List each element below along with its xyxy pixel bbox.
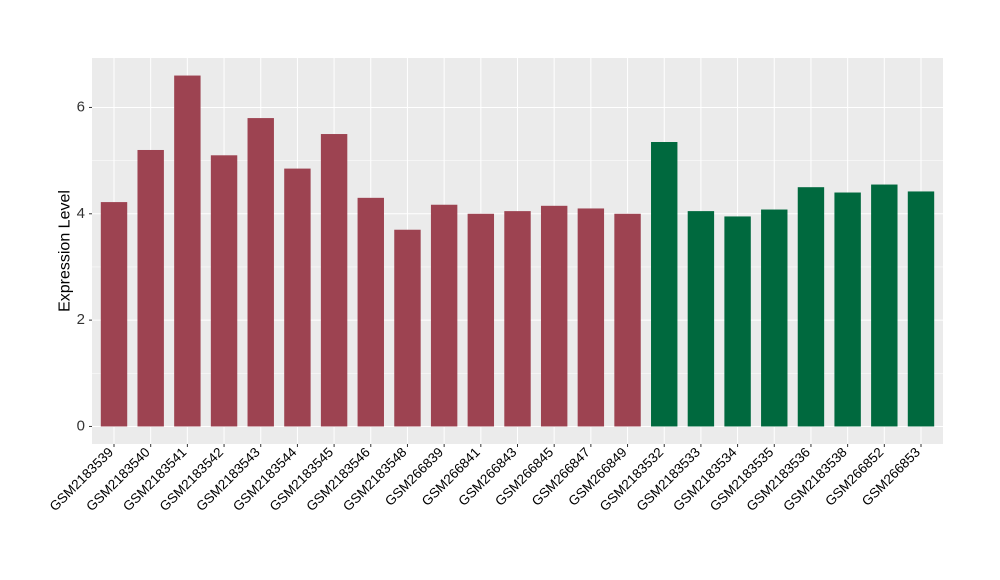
svg-text:Expression Level: Expression Level bbox=[57, 190, 74, 312]
svg-text:2: 2 bbox=[77, 311, 85, 328]
svg-text:GSM2183544: GSM2183544 bbox=[230, 444, 300, 514]
svg-text:4: 4 bbox=[77, 205, 85, 222]
svg-text:GSM2183534: GSM2183534 bbox=[670, 444, 740, 514]
svg-text:GSM2183539: GSM2183539 bbox=[47, 445, 117, 515]
svg-text:0: 0 bbox=[77, 417, 85, 434]
svg-text:6: 6 bbox=[77, 98, 85, 115]
